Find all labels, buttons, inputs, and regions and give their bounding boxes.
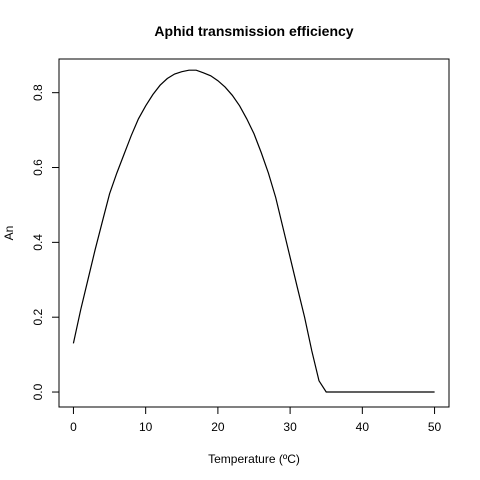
x-tick-label: 40: [356, 420, 370, 434]
x-tick-label: 30: [283, 420, 297, 434]
y-tick-label: 0.2: [31, 309, 45, 326]
x-axis-label: Temperature (ºC): [208, 452, 300, 466]
y-axis: 0.0 0.2 0.4 0.6 0.8: [31, 84, 60, 400]
y-axis-label: An: [2, 226, 16, 241]
y-tick-label: 0.0: [31, 383, 45, 400]
y-tick-label: 0.4: [31, 234, 45, 251]
x-tick-label: 10: [139, 420, 153, 434]
series-line: [72, 69, 435, 393]
plot-frame: [58, 58, 450, 408]
y-tick-label: 0.6: [31, 159, 45, 176]
x-tick-label: 20: [211, 420, 225, 434]
chart-title: Aphid transmission efficiency: [154, 23, 353, 39]
x-tick-label: 0: [70, 420, 77, 434]
y-tick-label: 0.8: [31, 84, 45, 101]
x-axis: 0 10 20 30 40 50: [70, 406, 442, 434]
x-tick-label: 50: [428, 420, 442, 434]
